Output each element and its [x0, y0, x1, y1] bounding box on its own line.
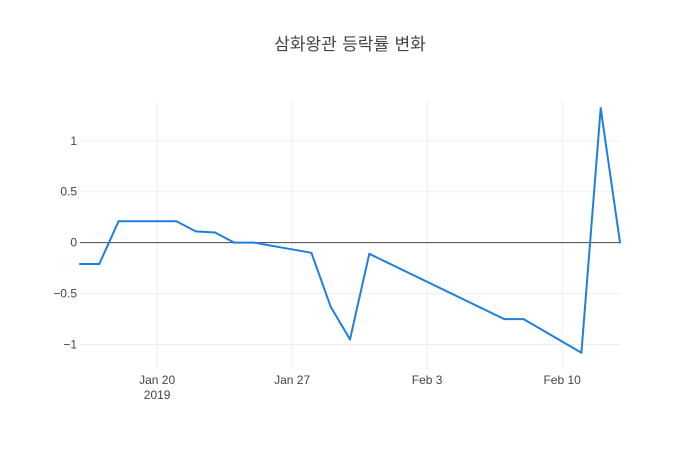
y-tick-label: 0: [70, 236, 77, 250]
series-group: [79, 107, 621, 354]
y-axis-ticks: 1 0.5 0 −0.5 −1: [53, 134, 77, 352]
x-tick-sublabel: 2019: [144, 388, 171, 402]
data-point: [368, 252, 371, 255]
y-tick-label: −0.5: [53, 287, 77, 301]
data-point: [522, 318, 525, 321]
series-line: [80, 107, 621, 354]
y-tick-label: −1: [63, 338, 77, 352]
y-tick-label: 0.5: [60, 185, 77, 199]
data-point: [349, 338, 351, 341]
data-point: [194, 230, 197, 233]
data-point: [619, 241, 621, 244]
grid-lines: [80, 100, 620, 370]
data-point: [599, 107, 602, 110]
data-point: [580, 351, 583, 354]
x-tick-label: Feb 3: [412, 373, 443, 387]
data-point: [503, 318, 506, 321]
data-point: [79, 263, 81, 266]
data-point: [329, 305, 332, 308]
x-tick-label: Jan 27: [274, 373, 310, 387]
data-point: [175, 220, 178, 223]
data-point: [98, 263, 101, 266]
data-point: [117, 220, 120, 223]
data-point: [310, 251, 313, 254]
data-point: [233, 241, 236, 244]
x-tick-label: Feb 10: [543, 373, 581, 387]
chart-title: 삼화왕관 등락률 변화: [274, 35, 426, 55]
x-tick-label: Jan 20: [139, 373, 175, 387]
y-tick-label: 1: [70, 134, 77, 148]
data-point: [214, 231, 216, 234]
data-point: [252, 241, 255, 244]
